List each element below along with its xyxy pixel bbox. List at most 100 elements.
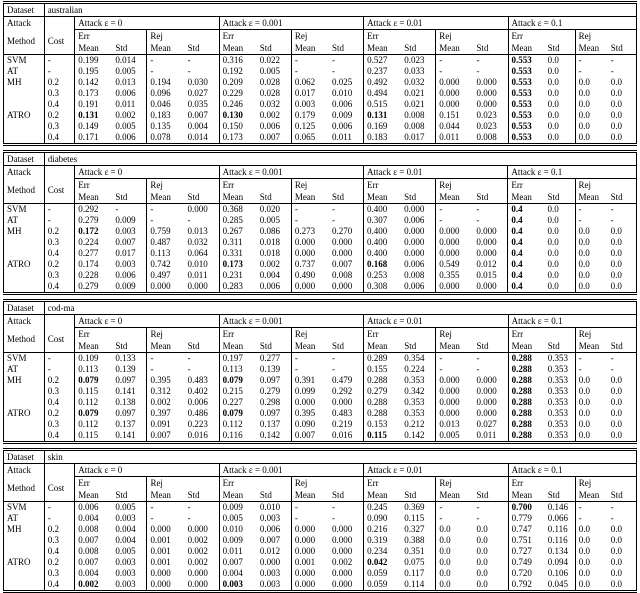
- value-cell: 0.285: [218, 215, 257, 226]
- value-cell: 0.212: [404, 419, 425, 429]
- cost-spacer-cell: [43, 165, 75, 179]
- value-cell: 0.0: [574, 397, 608, 408]
- value-cell: 0.0: [574, 259, 608, 270]
- rej-group-label: Rej: [146, 178, 220, 191]
- value-cell: 0.014: [187, 132, 208, 142]
- value-cell: -: [146, 66, 185, 77]
- value-cell: 0.0: [574, 110, 608, 121]
- value-cell: 0.028: [259, 88, 281, 98]
- method-name: SVM: [7, 204, 27, 214]
- cost-column-label: Cost: [43, 476, 75, 502]
- cost-spacer-cell: [43, 314, 75, 328]
- value-cell: 0.014: [115, 55, 136, 65]
- std-subheader: Std: [184, 489, 220, 502]
- cost-value: -: [43, 352, 75, 364]
- value-cell: 0.020: [259, 204, 280, 214]
- value-cell: 0.288: [507, 375, 545, 386]
- value-cell: 0.135: [146, 121, 185, 132]
- results-table-skin: Dataset skin Attack Attack ε = 0 Attack ε = …: [3, 448, 637, 593]
- value-cell: 0.115: [74, 386, 113, 397]
- value-cell: 0.005: [259, 215, 280, 225]
- mean-subheader: Mean: [363, 340, 402, 353]
- err-group-label: Err: [74, 476, 147, 489]
- value-cell: 0.312: [146, 386, 185, 397]
- cost-value: 0.3: [43, 121, 75, 132]
- mean-subheader: Mean: [74, 340, 113, 353]
- cost-value: 0.4: [43, 579, 75, 592]
- value-cell: 0.231: [218, 270, 257, 281]
- value-cell: 0.0: [610, 248, 622, 258]
- value-cell: 0.002: [259, 110, 281, 120]
- value-cell: 0.000: [476, 248, 497, 258]
- value-cell: 0.388: [404, 535, 425, 545]
- value-cell: 0.224: [404, 364, 425, 374]
- value-cell: 0.001: [146, 557, 185, 568]
- rej-group-label: Rej: [574, 476, 637, 489]
- value-cell: 0.000: [146, 568, 185, 579]
- value-cell: 0.277: [74, 248, 113, 259]
- value-cell: 0.099: [290, 386, 330, 397]
- value-cell: 0.006: [259, 121, 281, 131]
- value-cell: 0.016: [187, 430, 208, 440]
- value-cell: 0.351: [404, 546, 425, 556]
- rej-group-label: Rej: [146, 476, 220, 489]
- rej-group-label: Rej: [146, 327, 220, 340]
- value-cell: 0.298: [259, 397, 281, 407]
- dataset-label: Dataset: [3, 151, 45, 166]
- value-cell: 0.002: [187, 557, 208, 567]
- value-cell: 0.000: [476, 226, 497, 236]
- value-cell: 0.215: [218, 386, 257, 397]
- attack-epsilon-header: Attack ε = 0.01: [363, 16, 509, 30]
- value-cell: -: [290, 215, 329, 226]
- value-cell: 0.173: [74, 88, 113, 99]
- value-cell: 0.003: [259, 579, 281, 589]
- value-cell: 0.008: [331, 270, 353, 280]
- value-cell: -: [574, 501, 608, 513]
- value-cell: 0.246: [218, 99, 257, 110]
- value-cell: 0.0: [610, 375, 623, 385]
- value-cell: 0.183: [146, 110, 185, 121]
- std-subheader: Std: [544, 42, 576, 55]
- value-cell: 0.006: [115, 132, 136, 142]
- attack-epsilon-header: Attack ε = 0: [74, 165, 220, 179]
- value-cell: 0.010: [187, 259, 208, 269]
- value-cell: 0.011: [435, 132, 474, 145]
- value-cell: 0.115: [74, 430, 113, 443]
- attack-epsilon-header: Attack ε = 0.1: [507, 165, 637, 179]
- value-cell: -: [187, 55, 191, 65]
- value-cell: 0.000: [331, 248, 353, 258]
- value-cell: 0.0: [476, 568, 488, 578]
- value-cell: 0.515: [363, 99, 402, 110]
- cost-value: 0.2: [43, 110, 75, 121]
- value-cell: 0.000: [435, 397, 474, 408]
- value-cell: -: [290, 501, 330, 513]
- results-table-australian: Dataset australian Attack Attack ε = 0 Attac…: [3, 1, 637, 146]
- rej-group-label: Rej: [435, 476, 509, 489]
- attack-epsilon-header: Attack ε = 0: [74, 314, 220, 328]
- method-name-continuation: [4, 535, 45, 546]
- value-cell: 0.003: [259, 513, 281, 523]
- value-cell: -: [610, 513, 614, 523]
- cost-value: 0.3: [43, 535, 75, 546]
- value-cell: 0.028: [259, 77, 281, 87]
- std-subheader: Std: [112, 340, 147, 353]
- value-cell: 0.042: [363, 557, 402, 568]
- value-cell: 0.003: [115, 579, 136, 589]
- value-cell: 0.0: [547, 55, 559, 65]
- value-cell: 0.353: [404, 375, 425, 385]
- mean-subheader: Mean: [146, 42, 185, 55]
- value-cell: 0.316: [218, 54, 257, 66]
- value-cell: 0.553: [507, 54, 545, 66]
- rej-group-label: Rej: [290, 178, 364, 191]
- std-subheader: Std: [544, 489, 576, 502]
- value-cell: 0.553: [507, 66, 545, 77]
- value-cell: 0.007: [115, 237, 136, 247]
- value-cell: 0.234: [363, 546, 402, 557]
- value-cell: 0.005: [115, 121, 136, 131]
- value-cell: 0.483: [332, 408, 353, 418]
- value-cell: -: [146, 364, 185, 375]
- mean-subheader: Mean: [218, 489, 257, 502]
- value-cell: 0.0: [547, 121, 559, 131]
- std-subheader: Std: [329, 489, 364, 502]
- value-cell: 0.007: [187, 110, 208, 120]
